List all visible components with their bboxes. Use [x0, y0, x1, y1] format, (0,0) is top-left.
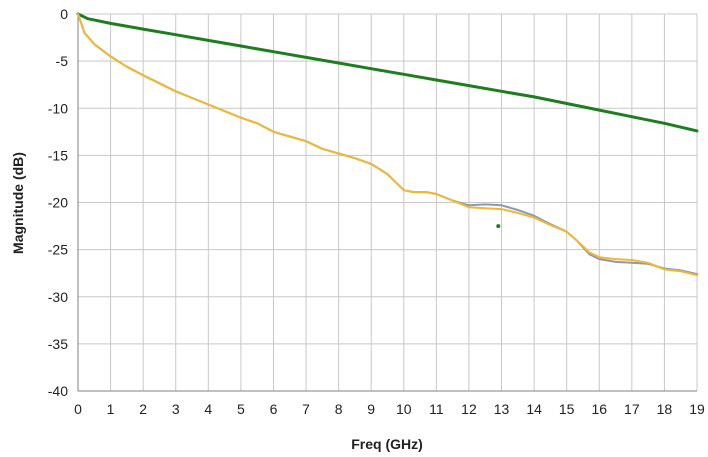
x-tick-label: 10 — [396, 401, 412, 417]
x-tick-label: 17 — [624, 401, 640, 417]
y-tick-label: -35 — [48, 336, 68, 352]
x-tick-label: 2 — [139, 401, 147, 417]
x-tick-labels: 0 1 2 3 4 5 6 7 8 9 10 11 12 13 14 15 16 17 18 19 — [74, 401, 705, 417]
series-line-1 — [76, 12, 699, 133]
y-tick-label: -30 — [48, 289, 68, 305]
series-layer — [76, 12, 699, 277]
x-tick-label: 19 — [689, 401, 705, 417]
y-tick-labels: 0 -5 -10 -15 -20 -25 -30 -35 -40 — [48, 6, 68, 399]
series-line-3 — [77, 13, 698, 277]
x-tick-label: 3 — [172, 401, 180, 417]
x-tick-label: 8 — [335, 401, 343, 417]
y-axis-title: Magnitude (dB) — [10, 152, 26, 254]
y-tick-label: 0 — [60, 6, 68, 22]
x-tick-label: 12 — [461, 401, 477, 417]
annotation-layer — [496, 224, 501, 229]
x-tick-label: 4 — [204, 401, 212, 417]
y-tick-label: -20 — [48, 195, 68, 211]
x-axis-title: Freq (GHz) — [351, 436, 423, 452]
x-tick-label: 1 — [107, 401, 115, 417]
x-tick-label: 15 — [559, 401, 575, 417]
x-tick-label: 14 — [526, 401, 542, 417]
x-tick-label: 11 — [429, 401, 444, 417]
marker-point — [496, 224, 501, 229]
x-tick-label: 6 — [270, 401, 278, 417]
x-tick-label: 5 — [237, 401, 245, 417]
y-tick-label: -25 — [48, 242, 68, 258]
y-tick-label: -5 — [56, 53, 69, 69]
y-tick-label: -40 — [48, 383, 68, 399]
x-tick-label: 13 — [494, 401, 510, 417]
x-tick-label: 18 — [657, 401, 673, 417]
x-tick-label: 7 — [302, 401, 310, 417]
axes — [77, 14, 697, 392]
x-tick-label: 0 — [74, 401, 82, 417]
y-tick-label: -15 — [48, 147, 68, 163]
x-tick-label: 9 — [367, 401, 375, 417]
y-tick-label: -10 — [48, 100, 68, 116]
x-tick-label: 16 — [591, 401, 607, 417]
